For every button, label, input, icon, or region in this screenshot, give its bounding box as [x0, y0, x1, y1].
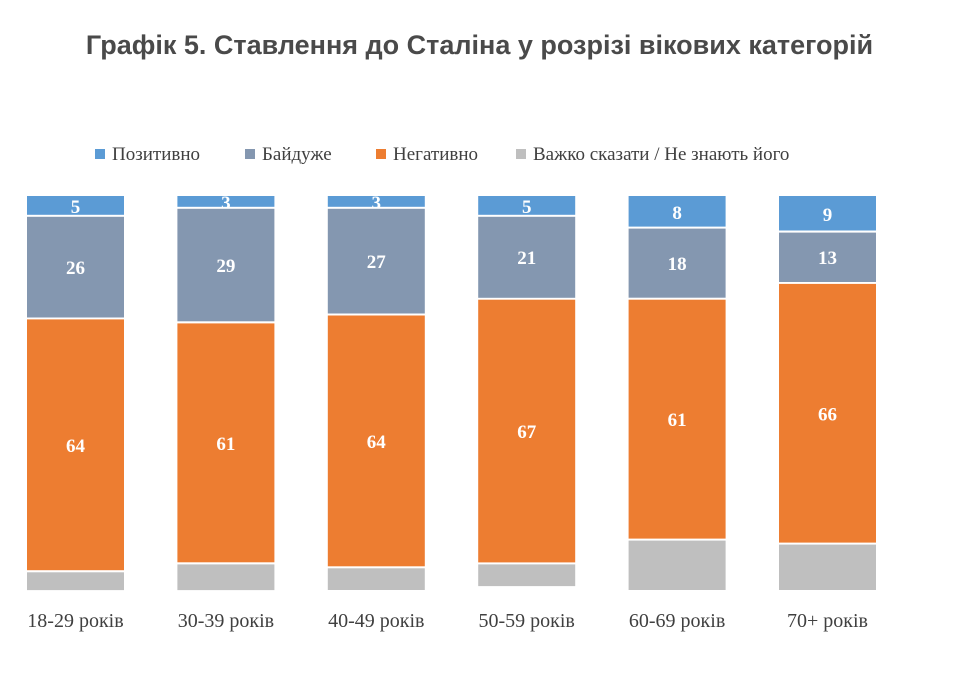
bar-segment-4-4	[478, 564, 576, 587]
bar-segment-1-4	[27, 572, 124, 591]
value-label-2-3: 61	[216, 434, 235, 455]
value-label-5-2: 18	[668, 254, 687, 275]
value-label-4-1: 5	[522, 197, 532, 218]
bar-segment-6-4	[779, 544, 876, 590]
bar-segment-6-1	[779, 196, 876, 231]
bar-segment-1-3	[27, 319, 124, 571]
legend-label-1: Позитивно	[112, 144, 200, 165]
legend-marker-2	[245, 149, 255, 159]
category-labels: 18-29 років 30-39 років 40-49 років 50-59 р…	[27, 610, 868, 632]
value-label-1-2: 26	[66, 258, 85, 279]
bar-segment-5-1	[628, 196, 726, 227]
value-label-4-2: 21	[517, 248, 536, 269]
value-label-2-2: 29	[216, 256, 235, 277]
bars: 5 26 64 3 29 61 3 27 64 5 21 67 8 18 61 9 13 66	[27, 193, 876, 591]
value-label-3-1: 3	[372, 193, 382, 214]
bar-segment-6-3	[779, 283, 876, 543]
category-label-1: 18-29 років	[27, 610, 123, 632]
bar-segment-6-2	[779, 232, 876, 282]
bar-segment-2-2	[177, 208, 275, 322]
legend-marker-1	[95, 149, 105, 159]
value-label-6-1: 9	[823, 205, 833, 226]
legend-label-4: Важко сказати / Не знають його	[533, 144, 789, 165]
value-label-5-1: 8	[672, 203, 682, 224]
legend: Позитивно Байдуже Негативно Важко сказати /…	[95, 144, 789, 165]
value-label-1-1: 5	[71, 197, 81, 218]
bar-segment-1-2	[27, 216, 124, 318]
bar-segment-5-2	[628, 228, 726, 298]
bar-segment-2-3	[177, 323, 275, 563]
bar-segment-2-1	[177, 196, 275, 207]
value-label-3-2: 27	[367, 252, 387, 273]
category-label-3: 40-49 років	[328, 610, 424, 632]
legend-label-3: Негативно	[393, 144, 478, 165]
bar-segment-3-2	[327, 208, 425, 314]
bar-segment-3-3	[327, 315, 425, 567]
legend-marker-3	[376, 149, 386, 159]
bar-segment-1-1	[27, 196, 124, 215]
category-label-6: 70+ років	[787, 610, 868, 632]
value-label-4-3: 67	[517, 422, 537, 443]
bar-segment-4-2	[478, 216, 576, 298]
legend-marker-4	[516, 149, 526, 159]
value-label-6-2: 13	[818, 248, 837, 269]
value-label-1-3: 64	[66, 436, 86, 457]
bar-segment-5-4	[628, 540, 726, 590]
bar-segment-4-3	[478, 299, 576, 563]
chart-title: Графік 5. Ставлення до Сталіна у розрізі…	[85, 30, 874, 60]
category-label-5: 60-69 років	[629, 610, 725, 632]
value-label-2-1: 3	[221, 193, 231, 214]
category-label-4: 50-59 років	[479, 610, 575, 632]
category-label-2: 30-39 років	[178, 610, 274, 632]
bar-segment-3-4	[327, 568, 425, 590]
value-label-5-3: 61	[668, 410, 687, 431]
bar-segment-4-1	[478, 196, 576, 215]
value-label-3-3: 64	[367, 432, 387, 453]
value-label-6-3: 66	[818, 404, 837, 425]
bar-segment-5-3	[628, 299, 726, 539]
bar-segment-2-4	[177, 564, 275, 591]
bar-segment-3-1	[327, 196, 425, 207]
legend-label-2: Байдуже	[262, 144, 332, 165]
